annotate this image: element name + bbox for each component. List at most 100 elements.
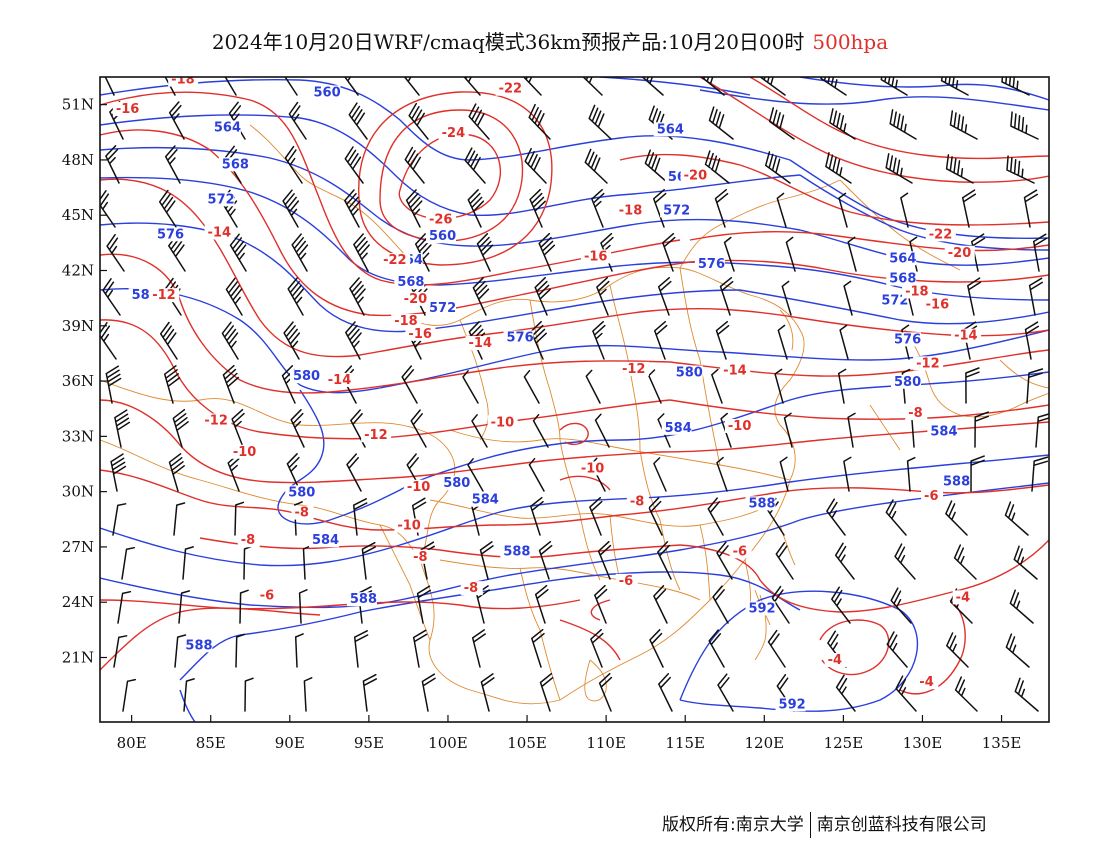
- temperature-contour-label-background: [615, 573, 638, 588]
- lon-tick-label: 95E: [354, 734, 384, 752]
- wind-barb: [158, 189, 177, 228]
- wind-barb: [222, 364, 240, 404]
- height-contour-label-background: [500, 544, 531, 559]
- height-contour-label-background: [218, 157, 249, 172]
- wind-barb: [349, 277, 366, 316]
- company-name: 南京创蓝科技有限公司: [816, 815, 987, 835]
- wind-barb: [954, 676, 978, 712]
- wind-barb: [585, 369, 601, 404]
- wind-barb: [464, 147, 486, 184]
- wind-barb: [350, 409, 366, 448]
- wind-barb: [344, 77, 359, 96]
- wind-barb: [1006, 155, 1035, 184]
- temperature-contour-label-background: [495, 81, 526, 96]
- temperature-contour-label-background: [925, 227, 956, 242]
- temperature-contour-label: -16: [926, 297, 950, 312]
- temperature-contour-label-background: [405, 326, 436, 341]
- wind-barb: [774, 368, 784, 404]
- height-contour-label-background: [890, 374, 921, 389]
- wind-barb: [524, 147, 547, 184]
- map-title: 2024年10月20日WRF/cmaq模式36km预报产品:10月20日00时 5…: [0, 26, 1100, 55]
- wind-barb: [168, 453, 185, 492]
- wind-barb: [1010, 111, 1039, 140]
- height-contour-label-background: [661, 420, 692, 435]
- temperature-contour-label-background: [237, 533, 260, 548]
- wind-barb: [1035, 413, 1049, 448]
- wind-barb: [463, 77, 481, 96]
- height-contour-label: 584: [665, 421, 692, 436]
- wind-barb: [163, 365, 181, 404]
- wind-barb: [225, 277, 243, 316]
- wind-barb: [829, 108, 856, 140]
- temperature-contour-label: -4: [956, 590, 970, 605]
- wind-barb: [172, 408, 189, 448]
- temperature-contour-label-background: [256, 588, 279, 603]
- temperature-contour-label-background: [291, 505, 314, 520]
- temperature-contour-label: -10: [233, 445, 256, 460]
- wind-barb: [719, 276, 734, 316]
- height-contour-label-background: [153, 227, 184, 242]
- wind-barb: [644, 149, 669, 184]
- wind-barb: [589, 496, 603, 536]
- lat-tick-label: 30N: [62, 483, 94, 501]
- wind-barb: [837, 368, 847, 404]
- wind-barb: [894, 543, 916, 580]
- wind-barb: [105, 145, 120, 184]
- temperature-contour-label: -6: [619, 574, 633, 589]
- temperature-contour-label: -16: [408, 327, 432, 342]
- wind-barb: [404, 146, 425, 184]
- wind-barb: [843, 280, 853, 316]
- temperature-contour-label-background: [952, 590, 975, 605]
- wind-barb: [598, 672, 613, 712]
- lat-tick-label: 33N: [62, 427, 94, 445]
- wind-barb: [974, 411, 990, 448]
- wind-barb: [121, 546, 136, 580]
- wind-barb: [831, 586, 851, 624]
- wind-barb: [708, 629, 725, 668]
- wind-barb: [715, 320, 730, 360]
- wind-barb: [102, 278, 121, 316]
- wind-barb: [534, 584, 549, 624]
- height-contour-label-background: [890, 332, 921, 347]
- wind-barb: [159, 321, 178, 360]
- wind-barb: [235, 633, 246, 668]
- height-contour-label-background: [672, 365, 703, 380]
- wind-barb: [244, 677, 254, 712]
- wind-barb: [362, 673, 378, 712]
- wind-barb: [345, 321, 362, 360]
- wind-barb: [239, 589, 249, 624]
- temperature-contour-label: -14: [469, 336, 493, 351]
- temperature-contour-label-background: [905, 406, 928, 421]
- height-contour-label-background: [310, 85, 341, 100]
- height-contour-label-background: [694, 256, 725, 271]
- height-contour-label: 576: [698, 257, 725, 272]
- temperature-contour-label: -18: [394, 314, 418, 329]
- wind-barb: [1024, 321, 1040, 360]
- wind-barb: [843, 456, 852, 492]
- wind-barb: [283, 321, 301, 360]
- wind-barb: [886, 631, 908, 668]
- wind-barb: [183, 678, 195, 712]
- wind-barb: [764, 151, 791, 184]
- wind-barb: [708, 106, 734, 140]
- temperature-contour-label-background: [465, 336, 496, 351]
- temperature-contour-label: -18: [905, 284, 929, 299]
- height-contour-label-background: [425, 229, 456, 244]
- wind-barb: [344, 146, 364, 184]
- wind-barb: [114, 409, 131, 448]
- temperature-contour-label: -4: [919, 675, 933, 690]
- wind-barb: [164, 77, 176, 96]
- wind-barb: [352, 498, 368, 536]
- wind-barb: [657, 541, 672, 580]
- footer-separator: [809, 812, 811, 838]
- plot-frame: [99, 76, 1050, 723]
- wind-barb: [284, 145, 303, 184]
- temperature-contour-label-background: [403, 479, 434, 494]
- wind-barb: [1023, 189, 1039, 228]
- wind-barb: [467, 458, 484, 492]
- wind-barb: [288, 101, 307, 140]
- temperature-contour-label-background: [400, 291, 431, 306]
- wind-barb: [163, 277, 182, 316]
- wind-barb: [641, 77, 664, 96]
- height-contour-label: 580: [894, 375, 921, 390]
